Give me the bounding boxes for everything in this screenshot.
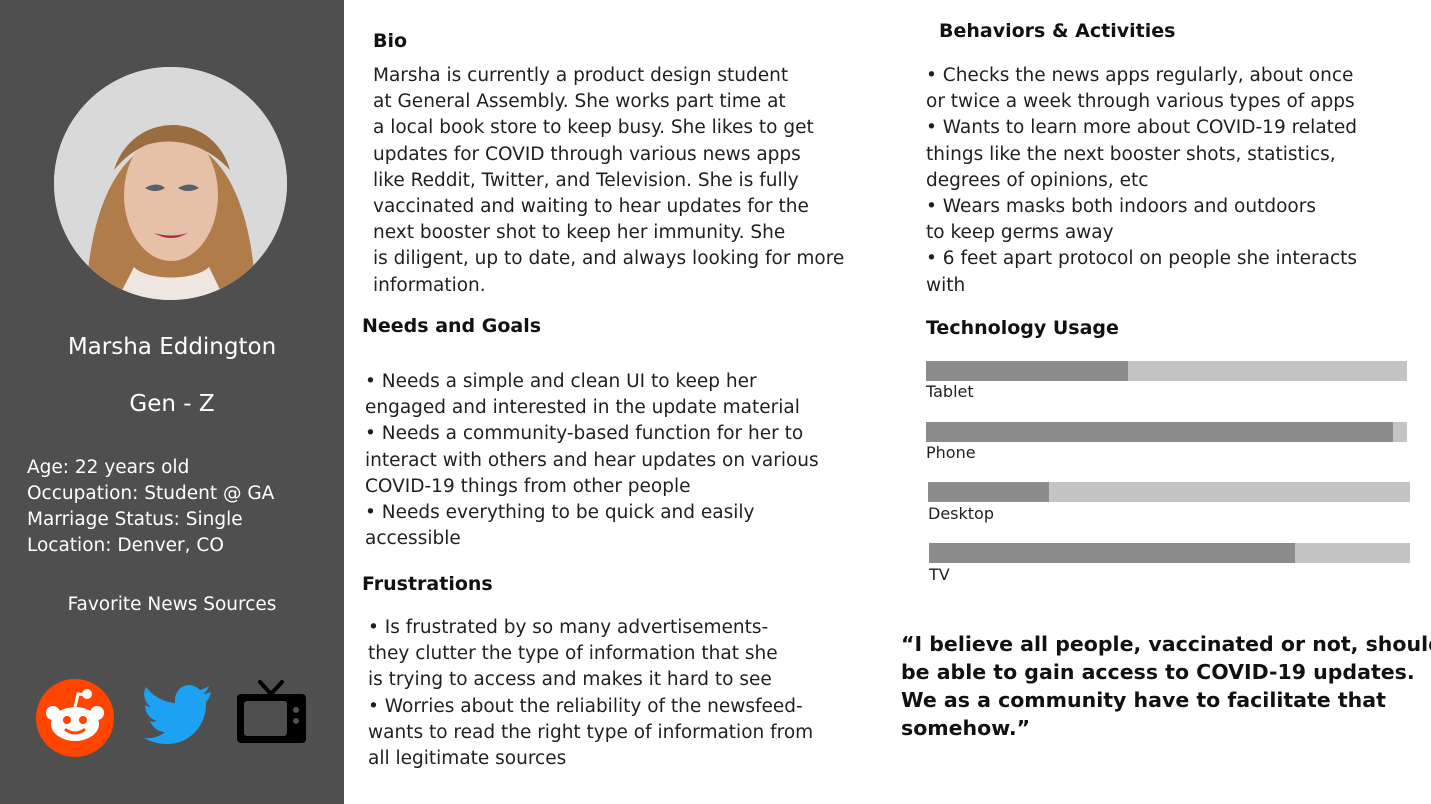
needs-goals-text: • Needs a simple and clean UI to keep he…	[365, 371, 819, 550]
persona-quote: “I believe all people, vaccinated or not…	[901, 632, 1431, 740]
persona-generation: Gen - Z	[129, 391, 215, 417]
frustrations-text: • Is frustrated by so many advertisement…	[368, 617, 814, 770]
needs-goals-title: Needs and Goals	[362, 315, 542, 337]
tablet-usage-bar	[926, 361, 1407, 381]
twitter-icon	[144, 685, 211, 744]
tablet-label: Tablet	[926, 382, 974, 401]
frustrations-title: Frustrations	[362, 573, 493, 595]
tablet-usage-fill	[926, 361, 1129, 381]
profile-sidebar: Marsha Eddington Gen - Z Age: 22 years o…	[0, 0, 344, 804]
phone-usage-fill	[926, 422, 1393, 442]
desktop-usage-bar	[928, 482, 1410, 502]
desktop-usage-fill	[928, 482, 1049, 502]
technology-usage-title: Technology Usage	[926, 317, 1119, 339]
phone-usage-bar	[926, 422, 1407, 442]
persona-facts: Age: 22 years old Occupation: Student @ …	[27, 455, 274, 559]
favorite-news-sources-title: Favorite News Sources	[67, 594, 277, 615]
profile-photo	[54, 67, 287, 300]
tv-usage-bar	[929, 543, 1410, 563]
reddit-icon	[36, 679, 114, 757]
location-fact: Location: Denver, CO	[27, 535, 224, 556]
persona-name: Marsha Eddington	[67, 334, 277, 360]
age-fact: Age: 22 years old	[27, 457, 190, 478]
behaviors-activities-text: • Checks the news apps regularly, about …	[926, 65, 1358, 296]
tv-icon	[237, 680, 306, 743]
occupation-fact: Occupation: Student @ GA	[27, 483, 275, 504]
bio-text: Marsha is currently a product design stu…	[373, 65, 845, 296]
tv-usage-fill	[929, 543, 1295, 563]
marriage-status-fact: Marriage Status: Single	[27, 509, 243, 530]
tv-label: TV	[929, 565, 950, 584]
phone-label: Phone	[926, 443, 976, 462]
bio-title: Bio	[373, 30, 408, 52]
behaviors-activities-title: Behaviors & Activities	[939, 20, 1176, 42]
desktop-label: Desktop	[928, 504, 994, 523]
